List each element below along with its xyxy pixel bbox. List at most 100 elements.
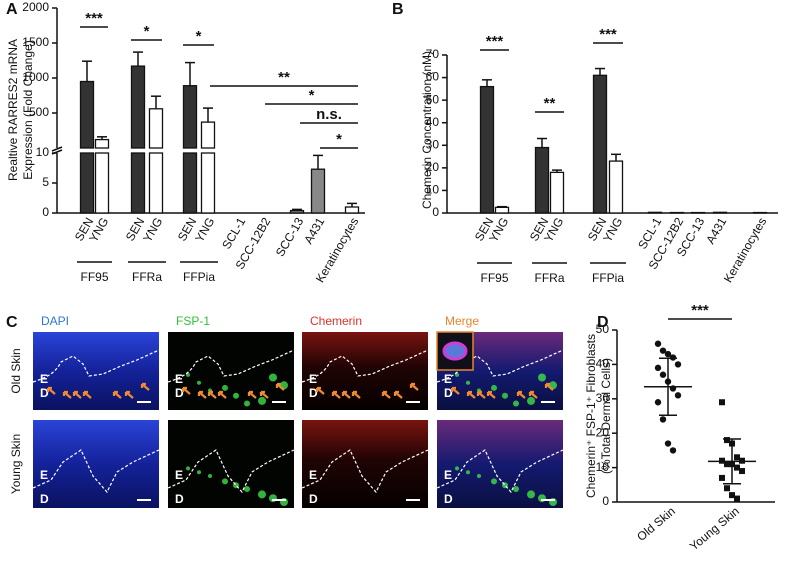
y-axis-label: Chemerin Concentration (nM): [420, 51, 434, 209]
arrow: [124, 390, 134, 399]
column-title: Chemerin: [310, 314, 362, 328]
fluorescence-spot: [244, 486, 250, 492]
arrow: [476, 390, 486, 399]
bar: [712, 211, 728, 214]
data-point: [654, 340, 662, 347]
arrow: [544, 382, 554, 391]
x-tick-label: Young Skin: [687, 504, 742, 553]
fluorescence-spot: [197, 470, 201, 475]
bar: [94, 138, 110, 149]
x-tick-label: YNG: [140, 215, 165, 245]
column-title: FSP-1: [176, 314, 210, 328]
axis-break: [51, 149, 63, 155]
arrow: [450, 386, 460, 395]
region-label: D: [175, 386, 184, 400]
y-tick-label: 50: [426, 92, 440, 106]
data-point: [654, 364, 662, 372]
fluorescence-spot: [244, 400, 250, 407]
region-label: E: [175, 468, 183, 482]
fluorescence-spot: [527, 490, 535, 499]
group-label: FF95: [480, 271, 508, 285]
bar: [310, 168, 326, 214]
arrow: [341, 390, 351, 399]
region-label: D: [309, 386, 318, 400]
y-tick-label: 0: [432, 205, 439, 219]
data-point: [734, 454, 740, 461]
region-label: E: [40, 372, 48, 386]
region-label: E: [444, 468, 452, 482]
bar: [200, 121, 216, 149]
bar: [182, 152, 198, 214]
y-tick-label: 70: [426, 47, 440, 61]
panel-label: D: [597, 314, 609, 331]
region-label: E: [309, 468, 317, 482]
arrow: [247, 390, 257, 399]
arrow: [112, 390, 122, 399]
bar: [94, 152, 110, 214]
significance-label: ***: [599, 26, 617, 43]
data-point: [664, 350, 672, 358]
y-tick-label: 10: [596, 460, 610, 474]
y-tick-label: 20: [596, 425, 610, 439]
arrow: [381, 390, 391, 399]
fluorescence-spot: [477, 474, 481, 478]
data-point: [669, 447, 677, 454]
arrow: [72, 390, 82, 399]
x-tick-label: A431: [703, 215, 729, 247]
micrograph: [302, 332, 428, 410]
arrow: [140, 382, 150, 391]
fluorescence-spot: [491, 478, 497, 485]
y-tick-label: 40: [426, 115, 440, 129]
micrograph: [302, 420, 428, 508]
bar: [608, 160, 624, 214]
epidermis-boundary: [301, 349, 429, 383]
data-point: [719, 474, 725, 481]
fluorescence-spot: [527, 396, 535, 405]
row-label: Old Skin: [9, 348, 23, 393]
panel-label: A: [6, 1, 18, 18]
column-title: DAPI: [41, 314, 69, 328]
fluorescence-spot: [513, 400, 519, 407]
y-tick-label: 0: [602, 494, 609, 508]
significance-label: *: [336, 131, 342, 148]
arrow: [197, 390, 207, 399]
y-tick-label: 30: [596, 391, 610, 405]
fluorescence-spot: [513, 486, 519, 492]
data-point: [729, 492, 735, 499]
y-axis-label: (%Total Dermal Cells): [599, 358, 613, 474]
significance-label: ***: [691, 302, 709, 319]
arrow: [351, 390, 361, 399]
data-point: [724, 461, 730, 468]
group-label: FFRa: [535, 271, 565, 285]
fluorescence-spot: [269, 373, 277, 382]
fluorescence-spot: [222, 478, 228, 485]
arrow: [486, 390, 496, 399]
epidermis-boundary: [167, 449, 295, 494]
bar: [130, 152, 146, 214]
arrow: [315, 386, 325, 395]
y-tick-label: 40: [596, 357, 610, 371]
column-title: Merge: [445, 314, 479, 328]
bar: [182, 85, 198, 149]
micrograph: [437, 420, 563, 508]
data-point: [674, 361, 682, 368]
y-tick-label: 2000: [22, 0, 49, 14]
fluorescence-spot: [538, 373, 546, 382]
region-label: D: [40, 492, 49, 506]
fluorescence-spot: [186, 372, 190, 377]
region-label: D: [40, 386, 49, 400]
x-tick-label: YNG: [192, 215, 217, 245]
data-point: [734, 464, 740, 471]
fluorescence-spot: [197, 380, 201, 385]
inset-cell: [442, 341, 468, 361]
significance-label: *: [309, 87, 315, 104]
region-label: E: [175, 372, 183, 386]
bar: [79, 152, 95, 214]
bar: [494, 206, 510, 214]
bar: [148, 152, 164, 214]
region-label: E: [444, 372, 452, 386]
arrow: [181, 386, 191, 395]
bar: [148, 108, 164, 149]
region-label: D: [175, 492, 184, 506]
arrow: [528, 390, 538, 399]
